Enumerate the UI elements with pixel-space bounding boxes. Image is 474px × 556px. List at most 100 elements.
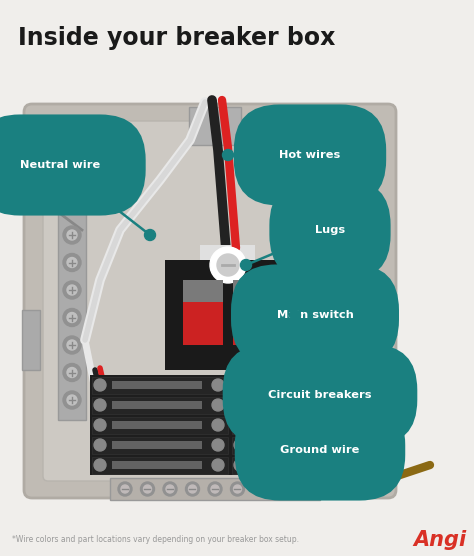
Circle shape	[230, 482, 245, 496]
Circle shape	[256, 485, 264, 493]
FancyBboxPatch shape	[24, 104, 396, 498]
Bar	[92, 437, 228, 454]
Circle shape	[63, 336, 81, 354]
Circle shape	[118, 482, 132, 496]
Circle shape	[352, 379, 364, 391]
Circle shape	[212, 419, 224, 431]
Bar	[380, 390, 398, 450]
Circle shape	[290, 310, 301, 320]
Circle shape	[289, 309, 301, 321]
Text: Angi: Angi	[413, 530, 466, 550]
Bar	[233, 280, 273, 302]
Circle shape	[94, 459, 106, 471]
Circle shape	[67, 395, 77, 405]
Bar	[189, 107, 241, 145]
Circle shape	[67, 285, 77, 295]
Circle shape	[344, 473, 356, 485]
Circle shape	[234, 485, 241, 493]
Bar	[165, 260, 295, 370]
Circle shape	[67, 312, 77, 322]
Circle shape	[211, 485, 219, 493]
Circle shape	[121, 485, 129, 493]
Text: Main switch: Main switch	[276, 310, 354, 320]
Bar	[92, 397, 228, 414]
Circle shape	[345, 474, 356, 484]
Bar	[112, 441, 202, 449]
Circle shape	[301, 485, 309, 493]
Bar	[252, 441, 342, 449]
Bar	[252, 461, 342, 469]
Circle shape	[352, 439, 364, 451]
Bar	[232, 417, 368, 434]
Bar	[183, 280, 223, 302]
Circle shape	[94, 379, 106, 391]
Circle shape	[234, 419, 246, 431]
Circle shape	[67, 257, 77, 267]
Circle shape	[253, 482, 267, 496]
Circle shape	[212, 379, 224, 391]
Circle shape	[279, 485, 286, 493]
Circle shape	[94, 439, 106, 451]
Bar	[183, 280, 223, 345]
Bar	[252, 381, 342, 389]
Circle shape	[145, 230, 155, 241]
Text: Ground wire: Ground wire	[280, 445, 360, 455]
Bar	[232, 397, 368, 414]
Circle shape	[240, 260, 252, 271]
Bar	[110, 478, 320, 500]
Circle shape	[234, 379, 246, 391]
Circle shape	[67, 340, 77, 350]
Bar	[58, 200, 86, 420]
Circle shape	[94, 399, 106, 411]
Bar	[90, 375, 370, 475]
Text: Circuit breakers: Circuit breakers	[268, 390, 372, 400]
Circle shape	[352, 399, 364, 411]
Bar	[112, 401, 202, 409]
Circle shape	[352, 419, 364, 431]
Circle shape	[189, 485, 197, 493]
Circle shape	[234, 439, 246, 451]
Circle shape	[208, 482, 222, 496]
Text: *Wire colors and part locations vary depending on your breaker box setup.: *Wire colors and part locations vary dep…	[12, 535, 299, 544]
Circle shape	[217, 254, 239, 276]
Circle shape	[144, 485, 152, 493]
Circle shape	[275, 482, 290, 496]
Circle shape	[63, 391, 81, 409]
Bar	[22, 310, 40, 370]
Bar	[112, 421, 202, 429]
Circle shape	[185, 482, 200, 496]
Circle shape	[234, 399, 246, 411]
Text: Inside your breaker box: Inside your breaker box	[18, 26, 336, 50]
Bar	[92, 457, 228, 474]
Bar	[232, 457, 368, 474]
Bar	[92, 417, 228, 434]
Bar	[233, 280, 273, 345]
Bar	[92, 377, 228, 394]
Text: Hot wires: Hot wires	[279, 150, 341, 160]
Circle shape	[365, 400, 375, 410]
Circle shape	[352, 459, 364, 471]
Circle shape	[63, 281, 81, 299]
Circle shape	[234, 459, 246, 471]
Circle shape	[212, 399, 224, 411]
Bar	[112, 461, 202, 469]
Text: Neutral wire: Neutral wire	[20, 160, 100, 170]
Circle shape	[63, 254, 81, 271]
Bar	[232, 437, 368, 454]
Circle shape	[63, 364, 81, 381]
Circle shape	[212, 439, 224, 451]
Bar	[200, 245, 255, 267]
Circle shape	[163, 482, 177, 496]
Circle shape	[67, 368, 77, 378]
Bar	[112, 381, 202, 389]
Bar	[232, 377, 368, 394]
Circle shape	[210, 247, 246, 283]
Circle shape	[166, 485, 174, 493]
Bar	[252, 421, 342, 429]
Bar	[252, 401, 342, 409]
Circle shape	[212, 459, 224, 471]
Circle shape	[67, 230, 77, 240]
Circle shape	[63, 309, 81, 326]
Circle shape	[298, 482, 312, 496]
Circle shape	[222, 150, 234, 161]
